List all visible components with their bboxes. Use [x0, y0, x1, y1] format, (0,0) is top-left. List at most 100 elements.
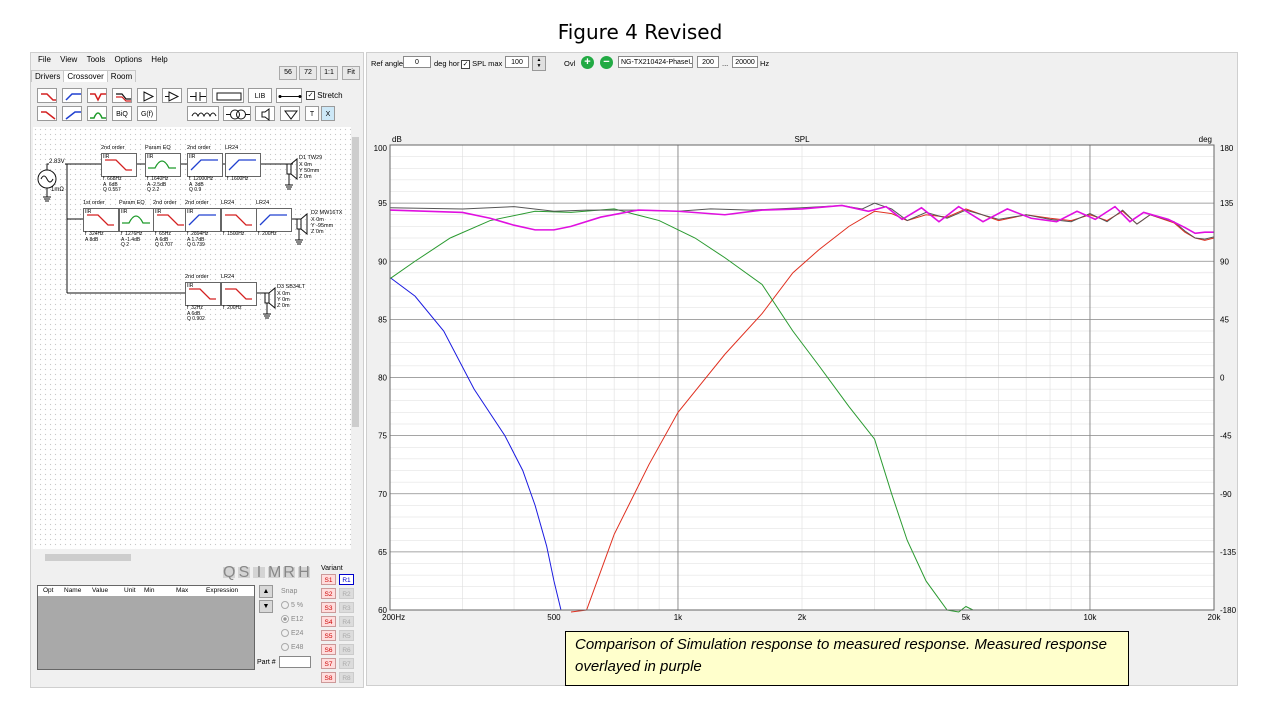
spl-max-spinner[interactable]: ▲ ▼ — [532, 56, 546, 71]
menu-options[interactable]: Options — [114, 55, 143, 64]
m-button[interactable]: M — [268, 564, 282, 581]
driver-name: D1 TW29 — [299, 155, 323, 161]
variant-r-button[interactable]: R2 — [339, 588, 354, 599]
shelf-filter-icon[interactable] — [112, 88, 132, 103]
filter-block[interactable]: IIR — [101, 153, 137, 177]
delete-button[interactable]: X — [321, 106, 335, 121]
buffer-icon[interactable] — [162, 88, 182, 103]
parameter-table[interactable]: Opt Name Value Unit Min Max Expression — [37, 585, 255, 670]
biquad-button[interactable]: BiQ — [112, 106, 132, 121]
tab-room[interactable]: Room — [106, 70, 137, 82]
remove-overlay-icon[interactable]: − — [600, 56, 613, 69]
ground-icon[interactable] — [280, 106, 300, 121]
text-button[interactable]: T — [305, 106, 319, 121]
variant-r-button[interactable]: R8 — [339, 672, 354, 683]
driver-speaker-icon[interactable] — [263, 286, 279, 329]
filter-block[interactable]: IIR — [153, 208, 189, 232]
notch-filter-icon[interactable] — [87, 88, 107, 103]
variant-s-button[interactable]: S6 — [321, 644, 336, 655]
y-right-tick-label: 0 — [1220, 374, 1225, 383]
move-down-button[interactable]: ▼ — [259, 600, 273, 613]
horizontal-scroll-thumb[interactable] — [45, 554, 131, 561]
gf-button[interactable]: G(f) — [137, 106, 157, 121]
filter-block[interactable]: IIR — [119, 208, 155, 232]
menu-tools[interactable]: Tools — [86, 55, 106, 64]
filter-block[interactable]: IIR — [185, 282, 221, 306]
r-button[interactable]: R — [283, 564, 295, 581]
filter-block[interactable] — [221, 282, 257, 306]
tab-crossover[interactable]: Crossover — [63, 70, 108, 82]
driver-speaker-icon[interactable] — [295, 212, 311, 255]
wire-icon[interactable] — [276, 88, 302, 103]
overlay-file-input[interactable]: NG-TX210424-PhaseUr — [618, 56, 693, 68]
filter-block[interactable] — [221, 208, 257, 232]
variant-s-button[interactable]: S7 — [321, 658, 336, 669]
variant-r-button[interactable]: R1 — [339, 574, 354, 585]
variant-s-button[interactable]: S2 — [321, 588, 336, 599]
snap-option-5pct[interactable]: 5 % — [281, 599, 303, 613]
amplifier-icon[interactable] — [137, 88, 157, 103]
add-overlay-icon[interactable]: + — [581, 56, 594, 69]
peak-eq-icon[interactable] — [87, 106, 107, 121]
part-number-input[interactable] — [278, 656, 311, 668]
variant-s-button[interactable]: S8 — [321, 672, 336, 683]
freq-to-input[interactable]: 20000 — [732, 56, 758, 68]
variant-s-button[interactable]: S3 — [321, 602, 336, 613]
spl-chart[interactable]: SPL dB deg 60 65 70 75 80 85 90 95 100 -180 -135 -90 -4… — [367, 125, 1237, 685]
filter-block[interactable] — [225, 153, 261, 177]
spl-max-input[interactable]: 100 — [505, 56, 529, 68]
variant-r-button[interactable]: R3 — [339, 602, 354, 613]
h-button[interactable]: H — [298, 564, 310, 581]
zoom-56-button[interactable]: 56 — [279, 66, 297, 80]
inductor-icon[interactable] — [187, 106, 219, 121]
variant-s-button[interactable]: S5 — [321, 630, 336, 641]
menu-help[interactable]: Help — [151, 55, 168, 64]
freq-from-input[interactable]: 200 — [697, 56, 719, 68]
snap-option-e48[interactable]: E48 — [281, 641, 303, 655]
resistor-icon[interactable] — [212, 88, 244, 103]
zoom-fit-button[interactable]: Fit — [342, 66, 360, 80]
lowpass-1st-order-icon[interactable] — [37, 106, 57, 121]
menu-file[interactable]: File — [38, 55, 51, 64]
vertical-scroll-thumb[interactable] — [352, 137, 359, 427]
variant-r-button[interactable]: R7 — [339, 658, 354, 669]
variant-s-button[interactable]: S4 — [321, 616, 336, 627]
zoom-72-button[interactable]: 72 — [299, 66, 317, 80]
speaker-icon[interactable] — [255, 106, 275, 121]
schematic-canvas[interactable]: 2.83V 1mΩ 2nd order IIR f 668Hz A 6dB Q 0.… — [33, 127, 351, 549]
tab-drivers[interactable]: Drivers — [31, 70, 65, 82]
ref-angle-input[interactable]: 0 — [403, 56, 431, 68]
lowpass-filter-icon[interactable] — [37, 88, 57, 103]
driver-speaker-icon[interactable] — [285, 157, 301, 200]
snap-option-e12[interactable]: E12 — [281, 613, 303, 627]
transformer-icon[interactable] — [223, 106, 251, 121]
spl-max-checkbox[interactable]: ✓ SPL max — [461, 57, 502, 70]
q-button[interactable]: Q — [223, 564, 236, 581]
horizontal-scrollbar[interactable] — [35, 553, 351, 562]
lib-button[interactable]: LIB — [248, 88, 272, 103]
zoom-1to1-button[interactable]: 1:1 — [320, 66, 338, 80]
stretch-checkbox[interactable]: ✓ Stretch — [306, 91, 343, 101]
highpass-filter-icon[interactable] — [62, 88, 82, 103]
y-right-tick-label: -135 — [1220, 548, 1237, 557]
filter-block[interactable]: IIR — [83, 208, 119, 232]
capacitor-icon[interactable] — [187, 88, 207, 103]
filter-block[interactable]: IIR — [185, 208, 221, 232]
snap-option-e24[interactable]: E24 — [281, 627, 303, 641]
i-button[interactable]: I — [253, 565, 265, 581]
highpass-1st-order-icon[interactable] — [62, 106, 82, 121]
filter-curve-icon — [189, 288, 216, 300]
series-line — [389, 204, 1214, 235]
vertical-scrollbar[interactable] — [351, 127, 360, 555]
variant-r-button[interactable]: R5 — [339, 630, 354, 641]
move-up-button[interactable]: ▲ — [259, 585, 273, 598]
y-right-tick-label: -45 — [1220, 432, 1232, 441]
filter-block[interactable]: IIR — [187, 153, 223, 177]
menu-view[interactable]: View — [60, 55, 78, 64]
filter-block[interactable] — [256, 208, 292, 232]
variant-r-button[interactable]: R4 — [339, 616, 354, 627]
variant-s-button[interactable]: S1 — [321, 574, 336, 585]
variant-r-button[interactable]: R6 — [339, 644, 354, 655]
s-button[interactable]: S — [238, 564, 250, 581]
filter-block[interactable]: IIR — [145, 153, 181, 177]
